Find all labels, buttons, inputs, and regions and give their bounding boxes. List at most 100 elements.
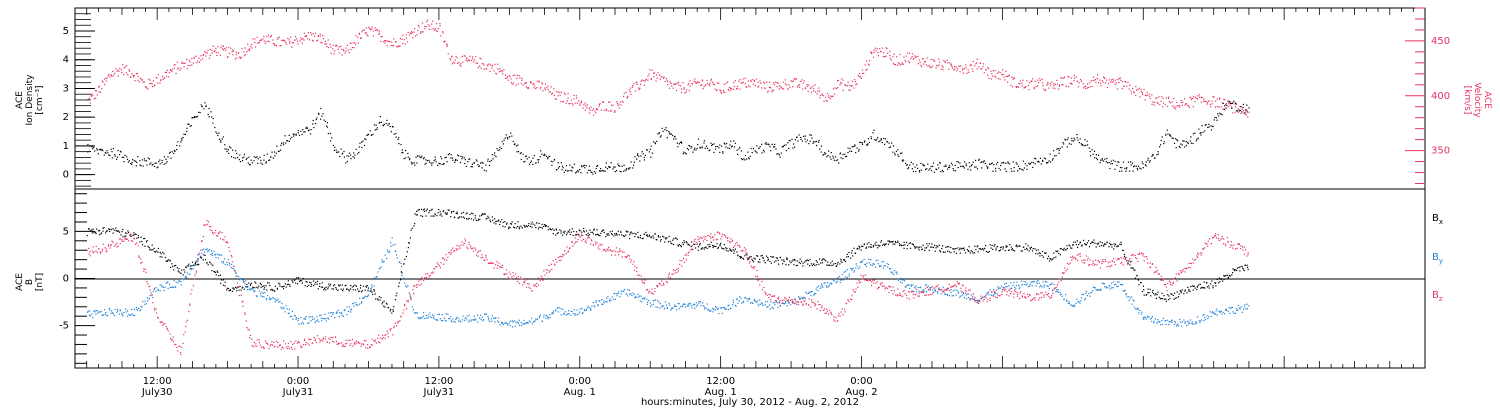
density-series-point: [990, 163, 993, 165]
velocity-series-point: [322, 35, 324, 37]
density-series-point: [415, 156, 417, 158]
velocity-series-point: [187, 64, 189, 67]
bx-series-point: [176, 267, 178, 269]
by-series-point: [431, 314, 433, 316]
by-series-point: [466, 319, 468, 321]
velocity-series-point: [300, 37, 302, 39]
velocity-series-point: [1092, 76, 1095, 78]
by-series-point: [681, 305, 683, 307]
density-series-point: [326, 126, 329, 128]
by-series-point: [141, 306, 143, 308]
velocity-series-point: [865, 69, 867, 71]
bx-series-point: [1055, 250, 1057, 252]
by-series-point: [657, 299, 659, 302]
by-series-point: [1068, 301, 1070, 303]
by-series-point: [662, 305, 664, 307]
bx-series-point: [587, 232, 589, 234]
bx-series-point: [1179, 290, 1181, 292]
bx-series-point: [1201, 286, 1203, 289]
bx-series-point: [289, 284, 291, 286]
bx-series-point: [550, 229, 552, 231]
density-series-point: [817, 141, 820, 143]
density-series-point: [98, 149, 100, 151]
bx-series-point: [481, 214, 483, 217]
bx-series-point: [136, 237, 138, 239]
by-series-point: [925, 284, 927, 286]
density-series-point: [730, 140, 732, 142]
velocity-series-point: [742, 81, 744, 83]
by-series-point: [811, 291, 813, 293]
density-series-point: [593, 171, 596, 173]
velocity-series-point: [769, 87, 772, 89]
velocity-series-point: [651, 69, 653, 71]
by-series-point: [627, 295, 629, 297]
by-series-point: [384, 254, 386, 256]
by-series-point: [989, 289, 991, 291]
velocity-series-point: [424, 28, 426, 30]
by-series-point: [252, 289, 254, 291]
velocity-series-point: [716, 89, 718, 91]
density-series-point: [366, 134, 368, 136]
bx-series-point: [1183, 293, 1185, 295]
bx-series-point: [352, 289, 354, 291]
velocity-series-point: [817, 90, 819, 92]
density-series-point: [1160, 144, 1162, 146]
density-series-point: [276, 145, 278, 147]
by-series-point: [796, 303, 798, 305]
density-series-point: [255, 157, 257, 159]
density-series-point: [1106, 157, 1108, 160]
velocity-series-point: [1237, 108, 1239, 110]
velocity-series-point: [879, 48, 881, 50]
by-series-point: [998, 287, 1000, 289]
density-series-point: [713, 151, 715, 154]
velocity-series-point: [358, 32, 360, 34]
density-series-point: [147, 157, 149, 159]
velocity-series-point: [134, 80, 136, 82]
bx-series-point: [502, 225, 504, 227]
by-series-point: [933, 291, 935, 293]
velocity-series-point: [1178, 104, 1180, 107]
bx-series-point: [590, 231, 592, 233]
density-series-point: [1070, 143, 1072, 145]
velocity-series-point: [429, 25, 431, 27]
bx-series-point: [355, 285, 357, 287]
velocity-series-point: [869, 60, 871, 62]
bx-series-point: [682, 244, 684, 246]
density-series-point: [730, 146, 733, 148]
density-series-point: [629, 167, 631, 169]
velocity-series-point: [689, 80, 691, 82]
velocity-series-point: [497, 63, 499, 65]
density-series-point: [989, 163, 991, 165]
velocity-series-point: [787, 88, 789, 90]
density-series-point: [1047, 161, 1049, 163]
velocity-series-point: [1157, 102, 1159, 104]
velocity-series-point: [1085, 88, 1087, 90]
bx-series-point: [742, 257, 744, 259]
density-series-point: [737, 153, 739, 155]
by-series-point: [167, 287, 169, 290]
by-series-point: [902, 279, 905, 281]
bx-series-point: [536, 222, 538, 224]
by-series-point: [160, 284, 163, 286]
velocity-series-point: [165, 71, 167, 73]
velocity-series-point: [1206, 103, 1208, 105]
by-series-point: [407, 285, 409, 287]
by-series-point: [1051, 289, 1053, 292]
velocity-series-point: [1114, 79, 1116, 81]
density-series-point: [686, 147, 689, 150]
by-series-point: [383, 260, 385, 262]
by-series-point: [363, 296, 365, 298]
bx-series-point: [511, 221, 513, 223]
velocity-series-point: [992, 75, 994, 77]
velocity-series-point: [217, 52, 219, 54]
velocity-series-point: [98, 91, 100, 93]
bx-series-point: [456, 213, 458, 215]
bx-series-point: [367, 289, 369, 291]
density-series-point: [174, 150, 176, 152]
density-series-point: [743, 158, 745, 160]
bx-series-point: [816, 261, 818, 263]
bx-series-point: [1163, 298, 1165, 300]
density-series-point: [696, 147, 698, 150]
velocity-series-point: [676, 82, 678, 84]
velocity-series-point: [935, 67, 937, 69]
